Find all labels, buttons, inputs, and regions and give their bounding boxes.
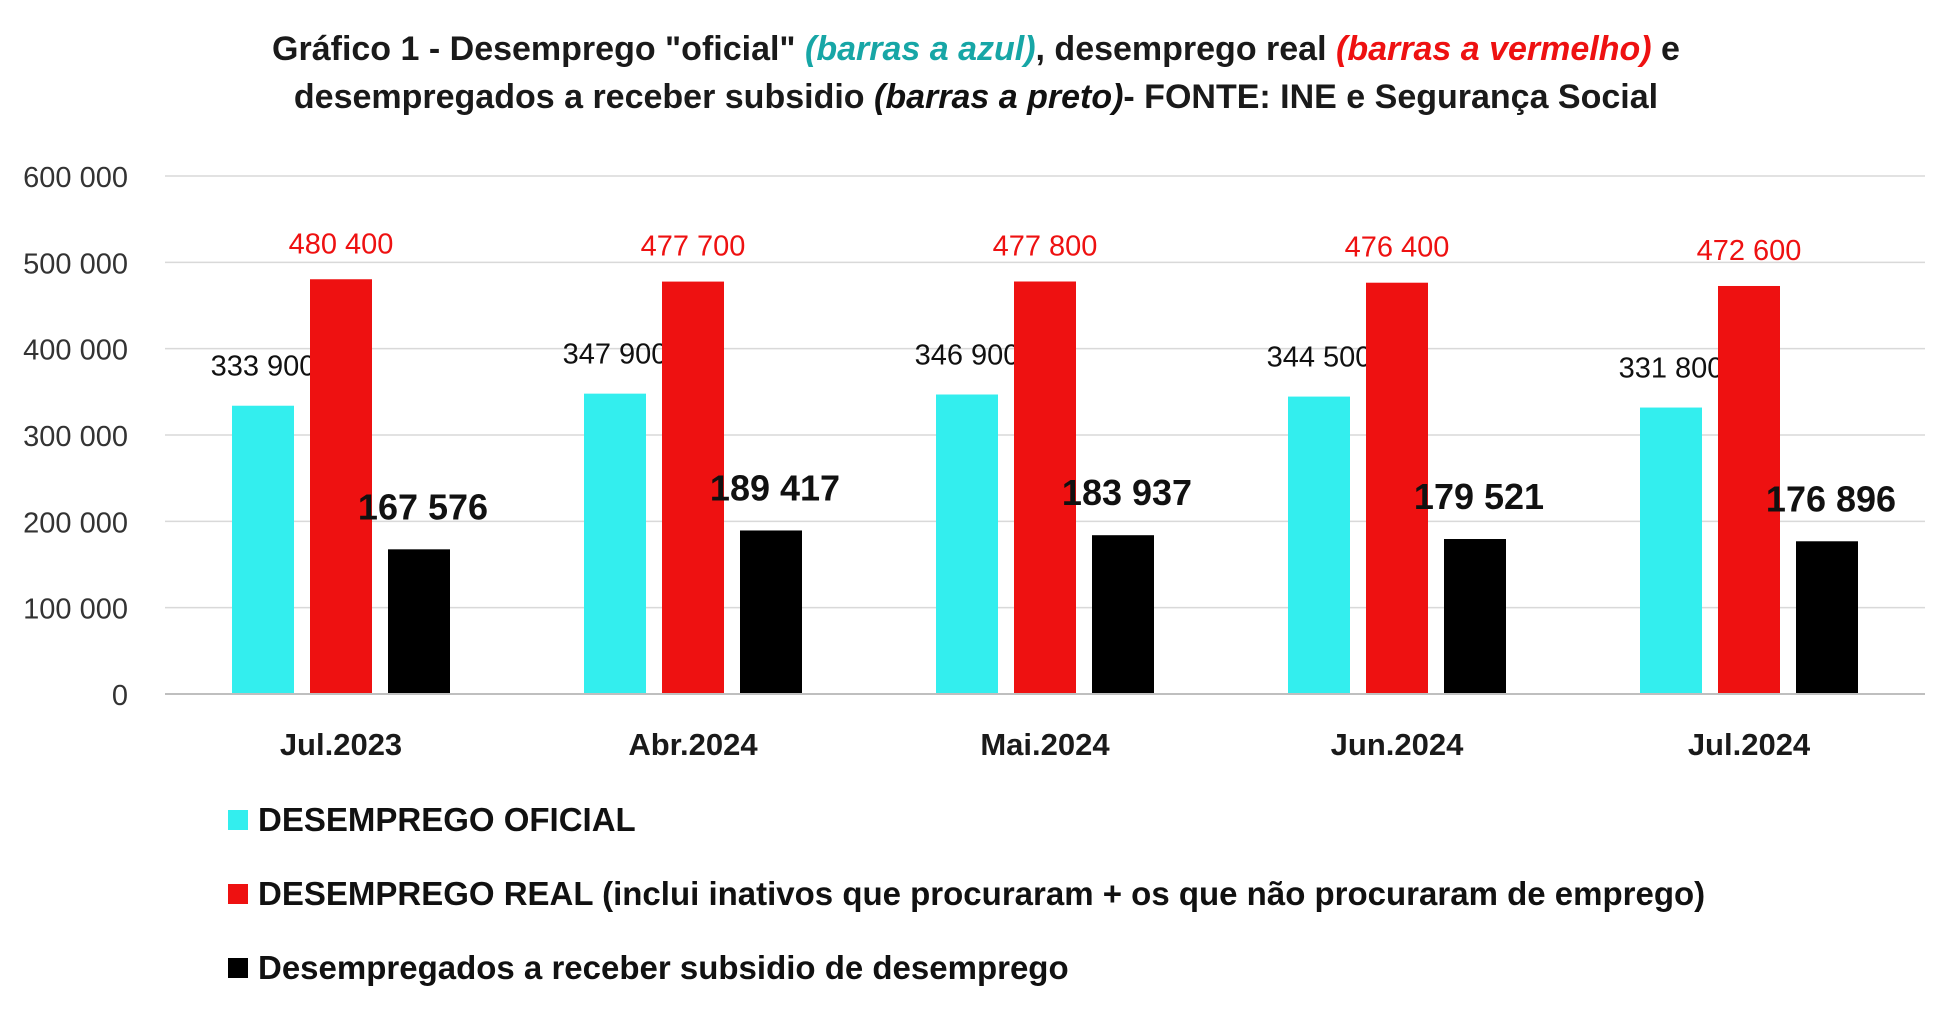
data-label: 347 900 (563, 339, 668, 371)
data-label: 480 400 (289, 228, 394, 260)
title-part: , desemprego real (1035, 30, 1336, 68)
data-label: 346 900 (915, 340, 1020, 372)
y-tick-label: 600 000 (23, 162, 128, 194)
data-label: 167 576 (358, 486, 488, 527)
y-tick-label: 0 (112, 680, 128, 712)
data-label: 477 800 (993, 230, 1098, 262)
title-part: Gráfico 1 - Desemprego "oficial" (272, 30, 805, 68)
y-tick-label: 400 000 (23, 335, 128, 367)
y-tick-label: 200 000 (23, 507, 128, 539)
legend-label: DESEMPREGO REAL (inclui inativos que pro… (258, 875, 1706, 912)
data-label: 183 937 (1062, 472, 1192, 513)
bar-subsidio (1092, 535, 1154, 694)
x-tick-label: Jun.2024 (1331, 727, 1464, 762)
bar-subsidio (388, 549, 450, 694)
data-label: 179 521 (1414, 476, 1544, 517)
x-tick-label: Mai.2024 (980, 727, 1110, 762)
bar-oficial (1288, 396, 1350, 694)
bar-subsidio (1796, 541, 1858, 694)
data-label: 176 896 (1766, 478, 1896, 519)
x-tick-label: Jul.2023 (280, 727, 402, 762)
legend-item-subsidio: Desempregados a receber subsidio de dese… (228, 948, 1705, 988)
y-tick-label: 500 000 (23, 248, 128, 280)
x-tick-label: Jul.2024 (1688, 727, 1811, 762)
legend-swatch-black (228, 958, 248, 978)
data-label: 344 500 (1267, 342, 1372, 374)
chart-title-line-1: Gráfico 1 - Desemprego "oficial" (barras… (0, 30, 1952, 69)
legend-item-oficial: DESEMPREGO OFICIAL (228, 800, 1705, 840)
legend-label: DESEMPREGO OFICIAL (258, 801, 636, 838)
chart-title-line-2: desempregados a receber subsidio (barras… (0, 78, 1952, 117)
bar-oficial (1640, 407, 1702, 694)
y-tick-label: 300 000 (23, 421, 128, 453)
title-part-red: (barras a vermelho) (1336, 30, 1652, 68)
title-part-blue: (barras a azul) (805, 30, 1036, 68)
title-part-italic: (barras a preto) (874, 78, 1124, 116)
title-part: e (1651, 30, 1680, 68)
bar-real (662, 281, 724, 694)
legend-item-real: DESEMPREGO REAL (inclui inativos que pro… (228, 874, 1705, 914)
bar-subsidio (1444, 539, 1506, 694)
legend-swatch-cyan (228, 810, 248, 830)
legend: DESEMPREGO OFICIAL DESEMPREGO REAL (incl… (228, 800, 1705, 1022)
x-tick-label: Abr.2024 (628, 727, 758, 762)
data-label: 476 400 (1345, 232, 1450, 264)
bar-oficial (936, 394, 998, 694)
legend-label: Desempregados a receber subsidio de dese… (258, 949, 1069, 986)
legend-swatch-red (228, 884, 248, 904)
data-label: 331 800 (1619, 353, 1724, 385)
bar-real (310, 279, 372, 694)
data-label: 477 700 (641, 231, 746, 263)
data-label: 472 600 (1697, 235, 1802, 267)
plot-area: 0 100 000 200 000 300 000 400 000 500 000 600 … (23, 162, 1925, 762)
bar-oficial (232, 405, 294, 694)
title-part: desempregados a receber subsidio (293, 78, 874, 116)
bar-oficial (584, 393, 646, 694)
bar-real (1014, 281, 1076, 694)
data-label: 189 417 (710, 467, 840, 508)
title-part: - FONTE: INE e Segurança Social (1123, 78, 1659, 116)
bar-subsidio (740, 530, 802, 694)
y-tick-label: 100 000 (23, 594, 128, 626)
bar-real (1718, 285, 1780, 694)
data-label: 333 900 (211, 351, 316, 383)
bar-real (1366, 282, 1428, 694)
